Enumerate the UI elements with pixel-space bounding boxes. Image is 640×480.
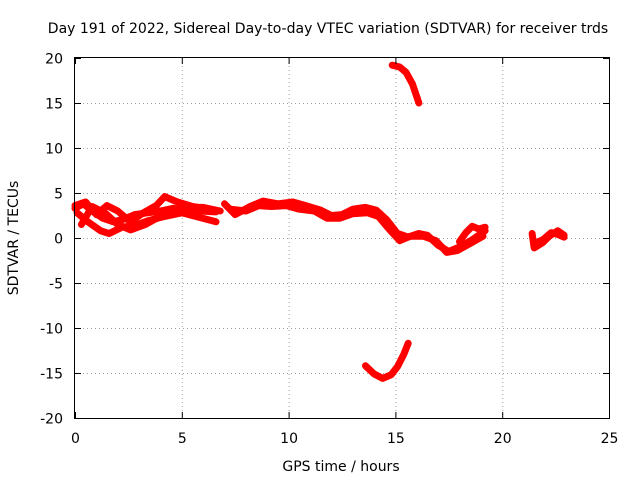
x-tick-labels: 0 5 10 15 20 25: [71, 431, 618, 447]
axis-ticks: [75, 58, 610, 419]
y-tick-label: 15: [45, 97, 63, 113]
x-tick-label: 25: [601, 431, 619, 447]
x-axis-label: GPS time / hours: [282, 459, 399, 475]
y-axis-label: SDTVAR / TECUs: [6, 181, 22, 296]
series-line-night-arc-2: [530, 229, 568, 247]
series-line-main-day-2: [227, 202, 487, 256]
series-line-late-spike: [456, 222, 489, 246]
grid-lines: [75, 58, 609, 418]
y-tick-label: 5: [54, 187, 63, 203]
x-tick-label: 15: [387, 431, 405, 447]
x-tick-label: 20: [494, 431, 512, 447]
y-tick-label: -10: [40, 322, 63, 338]
y-tick-label: 10: [45, 142, 63, 158]
plot-frame: [74, 57, 610, 419]
x-tick-label: 0: [71, 431, 80, 447]
y-tick-label: -20: [40, 412, 63, 428]
x-tick-label: 10: [280, 431, 298, 447]
y-tick-label: -5: [49, 277, 63, 293]
y-tick-label: 20: [45, 52, 63, 68]
y-tick-label: -15: [40, 367, 63, 383]
data-series: [71, 61, 568, 382]
chart-title: Day 191 of 2022, Sidereal Day-to-day VTE…: [48, 21, 608, 37]
y-tick-labels: -20 -15 -10 -5 0 5 10 15 20: [40, 52, 63, 428]
x-tick-label: 5: [178, 431, 187, 447]
series-line-outlier-bottom: [362, 339, 412, 382]
y-tick-label: 0: [54, 232, 63, 248]
series-line-band-4: [71, 193, 214, 226]
series-line-outlier-top: [388, 61, 423, 107]
